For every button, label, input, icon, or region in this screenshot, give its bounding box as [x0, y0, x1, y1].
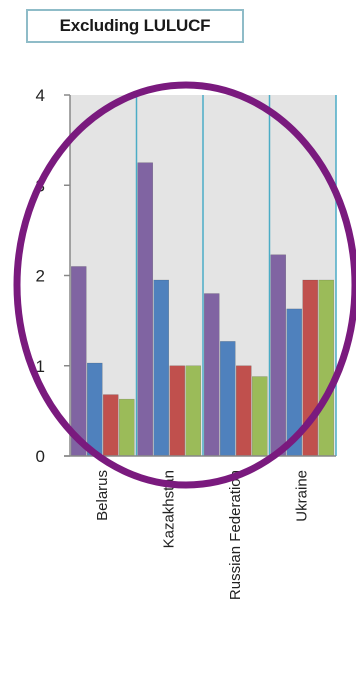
bar — [119, 398, 135, 457]
y-tick-label: 2 — [36, 267, 45, 286]
bar — [137, 162, 153, 457]
x-tick-label: Kazakhstan — [161, 470, 178, 548]
bar — [103, 394, 119, 457]
bar — [153, 279, 169, 457]
chart-title-box: Excluding LULUCF — [26, 9, 244, 43]
bar — [71, 266, 87, 457]
bar — [169, 365, 185, 457]
bar — [220, 341, 236, 457]
x-tick-label: Ukraine — [294, 470, 311, 522]
bar — [185, 365, 201, 457]
x-tick-label: Russian Federation — [227, 470, 244, 600]
annotation-ellipse — [13, 81, 356, 489]
bar — [252, 376, 268, 457]
bar — [318, 279, 334, 457]
bar — [236, 365, 252, 457]
y-tick-label: 1 — [36, 357, 45, 376]
y-tick-label: 0 — [36, 447, 45, 466]
bar — [270, 254, 286, 457]
x-tick-label: Belarus — [94, 470, 111, 521]
bar — [87, 362, 103, 457]
chart-title: Excluding LULUCF — [59, 16, 211, 35]
y-tick-label: 4 — [36, 86, 45, 105]
bar — [204, 293, 220, 457]
